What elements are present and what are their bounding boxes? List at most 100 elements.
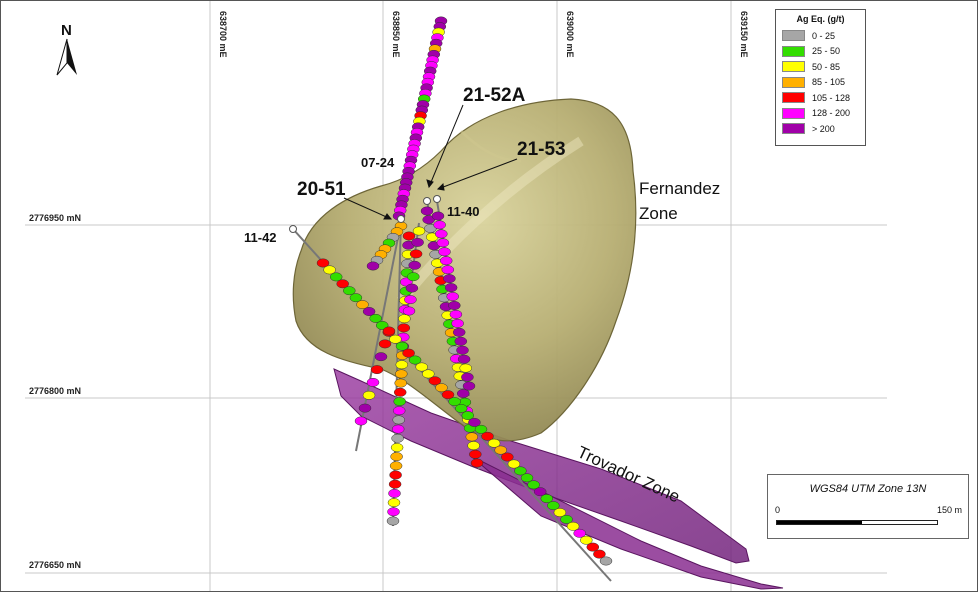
assay-disc bbox=[336, 279, 349, 289]
legend: Ag Eq. (g/t) 0 - 25 25 - 50 50 - 85 85 -… bbox=[775, 9, 866, 146]
assay-disc bbox=[465, 432, 479, 442]
legend-row: 85 - 105 bbox=[782, 75, 859, 91]
assay-disc bbox=[402, 348, 415, 358]
assay-disc bbox=[374, 352, 388, 362]
assay-disc bbox=[547, 501, 560, 511]
assay-disc bbox=[397, 323, 411, 333]
assay-disc bbox=[468, 417, 481, 427]
assay-disc bbox=[462, 381, 476, 391]
collar-21-52a bbox=[423, 197, 431, 205]
assay-disc bbox=[448, 397, 461, 407]
assay-disc bbox=[366, 261, 380, 271]
assay-disc bbox=[387, 498, 401, 508]
assay-disc bbox=[527, 480, 540, 490]
assay-disc bbox=[431, 211, 445, 221]
collars bbox=[289, 195, 441, 233]
zone-label-fernandez-2: Zone bbox=[639, 204, 678, 223]
assay-disc bbox=[411, 237, 424, 247]
assay-disc bbox=[560, 514, 573, 524]
assay-disc bbox=[402, 231, 416, 241]
assay-disc bbox=[449, 309, 463, 319]
collar-11-42 bbox=[289, 225, 297, 233]
hole-label-20-51: 20-51 bbox=[297, 179, 346, 200]
assay-disc bbox=[448, 301, 461, 310]
zone-label-fernandez-1: Fernandez bbox=[639, 179, 720, 198]
assay-disc bbox=[354, 416, 368, 426]
north-arrow-icon: N bbox=[56, 22, 77, 76]
assay-disc bbox=[415, 362, 428, 372]
assay-disc bbox=[481, 431, 494, 441]
assay-disc bbox=[441, 265, 455, 275]
assay-disc bbox=[593, 549, 606, 559]
assay-disc bbox=[469, 449, 482, 459]
legend-label: 25 - 50 bbox=[812, 46, 841, 57]
assay-disc bbox=[438, 247, 451, 257]
legend-row: 50 - 85 bbox=[782, 59, 859, 75]
assay-disc bbox=[405, 283, 419, 293]
assay-disc bbox=[441, 390, 455, 400]
legend-label: 105 - 128 bbox=[812, 92, 851, 103]
assay-disc bbox=[422, 369, 435, 379]
legend-row: 128 - 200 bbox=[782, 106, 859, 122]
assay-disc bbox=[457, 354, 471, 364]
legend-swatch bbox=[782, 45, 805, 57]
assay-disc bbox=[356, 300, 369, 310]
assay-disc bbox=[444, 283, 458, 293]
assay-disc bbox=[501, 452, 514, 462]
hole-label-11-42: 11-42 bbox=[244, 230, 277, 245]
assay-disc bbox=[470, 458, 484, 468]
assay-disc bbox=[409, 249, 423, 259]
assay-disc bbox=[573, 528, 586, 538]
assay-disc bbox=[370, 365, 384, 375]
assay-disc bbox=[408, 355, 422, 365]
assay-disc bbox=[398, 314, 411, 324]
hole-label-11-40: 11-40 bbox=[447, 204, 480, 219]
assay-intervals bbox=[316, 16, 613, 566]
assay-disc bbox=[456, 345, 469, 355]
legend-label: 50 - 85 bbox=[812, 61, 841, 72]
assay-disc bbox=[456, 389, 470, 398]
assay-disc bbox=[366, 377, 380, 387]
assay-disc bbox=[387, 507, 400, 517]
scale-min-label: 0 bbox=[775, 505, 781, 515]
northing-label-2: 2776800 mN bbox=[29, 386, 81, 396]
assay-disc bbox=[467, 441, 480, 451]
assay-disc bbox=[388, 488, 401, 498]
assay-disc bbox=[586, 542, 600, 552]
assay-disc bbox=[369, 313, 382, 323]
assay-disc bbox=[392, 406, 406, 416]
legend-label: 128 - 200 bbox=[812, 108, 851, 119]
assay-disc bbox=[407, 272, 420, 282]
assay-disc bbox=[395, 341, 409, 351]
scale-box: WGS84 UTM Zone 13N 0 150 m bbox=[767, 474, 969, 539]
legend-swatch bbox=[782, 30, 805, 42]
hole-label-21-52a: 21-52A bbox=[463, 85, 526, 106]
assay-disc bbox=[433, 220, 446, 230]
assay-disc bbox=[358, 403, 372, 413]
assay-disc bbox=[394, 378, 407, 388]
assay-disc bbox=[389, 461, 403, 471]
assay-disc bbox=[362, 307, 376, 316]
legend-swatch bbox=[782, 92, 805, 104]
scale-bar-fill bbox=[777, 521, 862, 524]
assay-disc bbox=[439, 256, 453, 266]
assay-disc bbox=[454, 336, 468, 346]
assay-disc bbox=[520, 473, 534, 483]
legend-row: 25 - 50 bbox=[782, 44, 859, 60]
legend-title: Ag Eq. (g/t) bbox=[796, 14, 845, 24]
assay-disc bbox=[428, 376, 442, 386]
legend-row: > 200 bbox=[782, 121, 859, 137]
assay-disc bbox=[390, 443, 404, 452]
assay-disc bbox=[395, 360, 409, 370]
assay-disc bbox=[402, 306, 416, 316]
assay-disc bbox=[390, 452, 403, 462]
assay-disc bbox=[389, 334, 402, 344]
assay-disc bbox=[599, 556, 613, 566]
assay-disc bbox=[388, 479, 402, 489]
north-arrow-label: N bbox=[61, 22, 72, 39]
assay-disc bbox=[461, 411, 475, 420]
assay-disc bbox=[412, 226, 426, 236]
scale-max-label: 150 m bbox=[936, 505, 962, 515]
